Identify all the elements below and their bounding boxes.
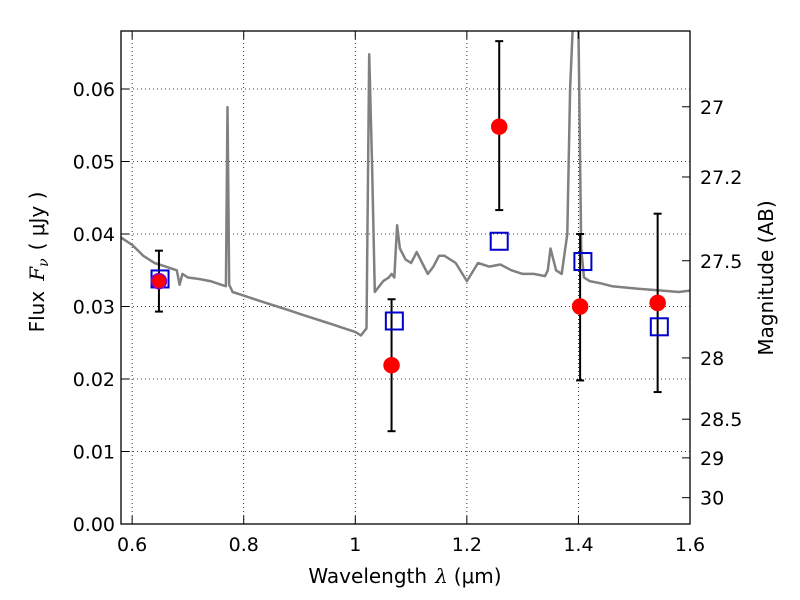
magnitude-tick-label: 29	[700, 448, 724, 470]
magnitude-tick-label: 27	[700, 97, 724, 119]
plot-area	[121, 31, 690, 433]
observed-point	[383, 356, 400, 374]
model-point	[649, 317, 669, 337]
sed-line	[121, 31, 690, 337]
observed-points-series	[150, 118, 666, 374]
axis-ticks	[121, 31, 691, 525]
model-points-series	[150, 231, 669, 337]
x-tick-label: 1.2	[452, 534, 482, 556]
y-tick-label: 0.04	[73, 224, 115, 246]
x-axis-label: Wavelength λ (μm)	[308, 564, 501, 588]
x-tick-label: 0.8	[229, 534, 259, 556]
observed-point	[490, 118, 508, 135]
y-tick-label: 0.06	[73, 79, 115, 101]
model-point	[573, 252, 593, 272]
observed-point	[150, 272, 168, 290]
magnitude-tick-label: 30	[700, 488, 724, 510]
observed-point	[571, 298, 589, 315]
x-tick-label: 1.4	[563, 534, 593, 556]
x-tick-label: 1	[349, 534, 361, 556]
y-axis-label: FluxFν( μJy )	[25, 192, 52, 333]
y-tick-label: 0.05	[73, 152, 115, 174]
magnitude-tick-label: 27.2	[700, 167, 742, 189]
magnitude-axis-label: Magnitude (AB)	[754, 200, 778, 355]
x-tick-label: 1.6	[675, 534, 705, 556]
y-tick-label: 0.02	[73, 369, 115, 391]
magnitude-axis-tick-labels: 27 27.2 27.5 28 28.5 29 30	[700, 97, 742, 510]
y-tick-label: 0.03	[73, 297, 115, 319]
observed-point	[649, 294, 666, 312]
sed-series	[121, 31, 690, 337]
model-point	[489, 231, 509, 251]
x-axis-tick-labels: 0.6 0.8 1 1.2 1.4 1.6	[117, 534, 705, 556]
x-tick-label: 0.6	[117, 534, 147, 556]
plot-frame	[120, 30, 691, 525]
magnitude-tick-label: 28	[700, 348, 724, 370]
y-tick-label: 0.00	[73, 514, 115, 536]
magnitude-tick-label: 27.5	[700, 251, 742, 273]
y-tick-label: 0.01	[73, 442, 115, 464]
model-point	[384, 311, 404, 331]
y-axis-tick-labels: 0.00 0.01 0.02 0.03 0.04 0.05 0.06	[73, 79, 115, 536]
magnitude-tick-label: 28.5	[700, 409, 742, 431]
